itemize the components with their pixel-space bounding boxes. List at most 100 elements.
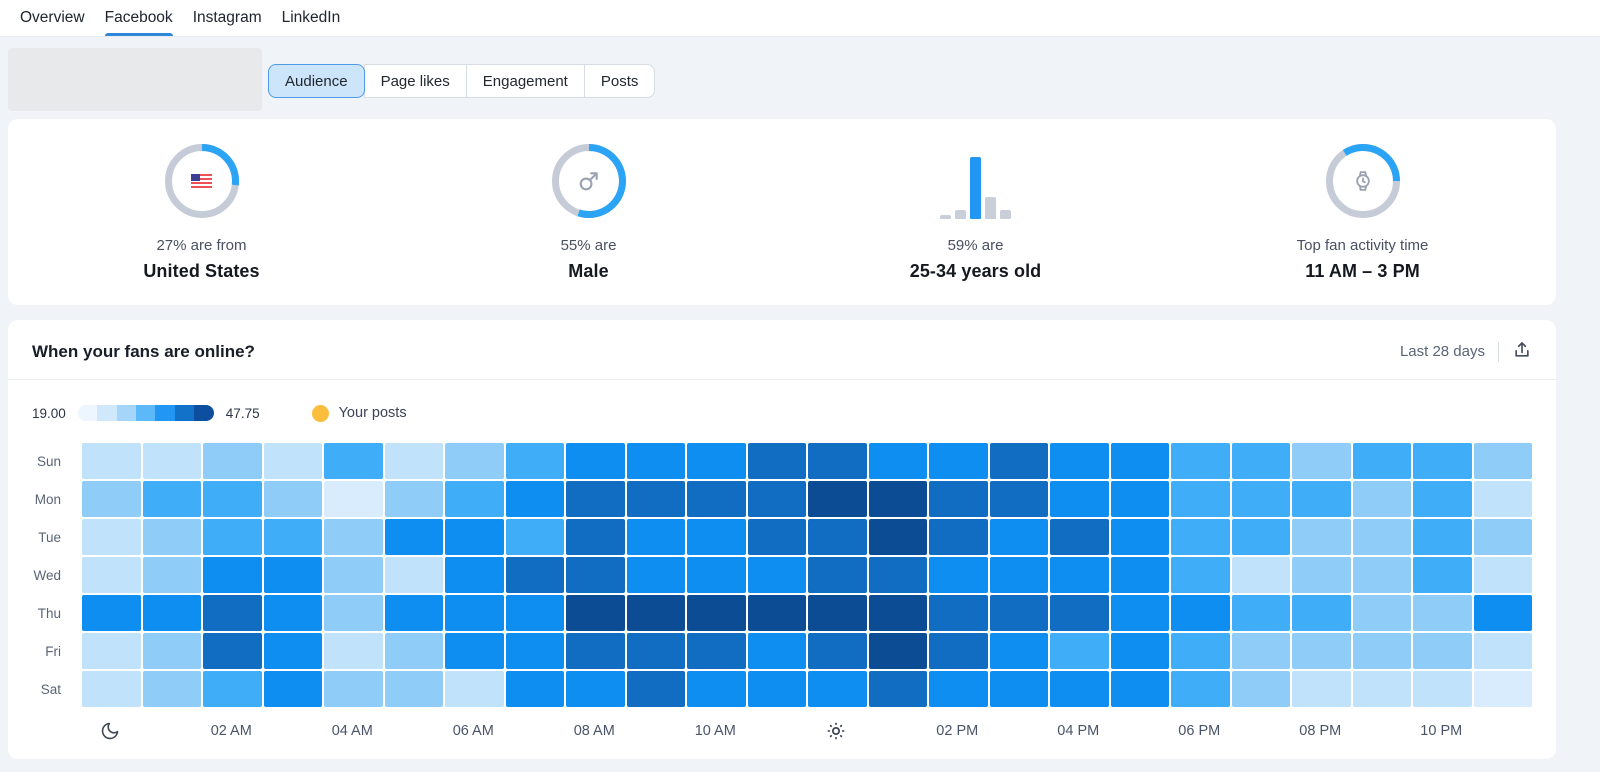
heatmap-cell-r6c23 <box>1474 671 1533 707</box>
scale-color-step <box>136 405 155 421</box>
heatmap-cell-r3c19 <box>1232 557 1291 593</box>
heatmap-cell-r0c2 <box>203 443 262 479</box>
heatmap-cell-r5c16 <box>1050 633 1109 669</box>
day-label-tue: Tue <box>32 519 80 555</box>
nav-tab-linkedin[interactable]: LinkedIn <box>282 0 341 36</box>
heatmap-cell-r6c8 <box>566 671 625 707</box>
scale-color-step <box>155 405 174 421</box>
heatmap-cell-r4c0 <box>82 595 141 631</box>
heatmap-cell-r6c20 <box>1292 671 1351 707</box>
heatmap-cell-r4c1 <box>143 595 202 631</box>
heatmap-cell-r0c14 <box>929 443 988 479</box>
subnav-tab-audience[interactable]: Audience <box>268 64 365 98</box>
heatmap-cell-r2c3 <box>264 519 323 555</box>
heatmap-cell-r6c15 <box>990 671 1049 707</box>
stat-donut-chart <box>162 141 242 221</box>
heatmap-cell-r4c2 <box>203 595 262 631</box>
redacted-profile-block <box>8 48 262 111</box>
legend-min-value: 19.00 <box>32 406 66 421</box>
legend-max-value: 47.75 <box>226 406 260 421</box>
heatmap-cell-r0c22 <box>1413 443 1472 479</box>
export-button[interactable] <box>1512 340 1532 363</box>
heatmap-cell-r4c8 <box>566 595 625 631</box>
heatmap-cell-r3c1 <box>143 557 202 593</box>
heatmap-cell-r6c2 <box>203 671 262 707</box>
heatmap-cell-r6c22 <box>1413 671 1472 707</box>
heatmap-cell-r2c11 <box>748 519 807 555</box>
heatmap-cell-r2c19 <box>1232 519 1291 555</box>
day-label-sun: Sun <box>32 443 80 479</box>
section-segmented-control: AudiencePage likesEngagementPosts <box>268 64 655 98</box>
heatmap-cell-r1c17 <box>1111 481 1170 517</box>
time-axis-strip: 02 AM04 AM06 AM08 AM10 AM02 PM04 PM06 PM… <box>80 713 1532 749</box>
heatmap-cell-r1c12 <box>808 481 867 517</box>
heatmap-cell-r3c11 <box>748 557 807 593</box>
heatmap-cell-r6c14 <box>929 671 988 707</box>
page: AudiencePage likesEngagementPosts 27% ar… <box>0 37 1600 759</box>
heatmap-cell-r6c21 <box>1353 671 1412 707</box>
subnav-tab-posts[interactable]: Posts <box>584 64 656 98</box>
time-tick-label: 10 AM <box>695 723 736 739</box>
subnav-tab-engagement[interactable]: Engagement <box>466 64 585 98</box>
day-label-fri: Fri <box>32 633 80 669</box>
stat-donut-chart <box>549 141 629 221</box>
heatmap-cell-r3c9 <box>627 557 686 593</box>
heatmap-cell-r6c11 <box>748 671 807 707</box>
heatmap-cell-r4c4 <box>324 595 383 631</box>
stat-item-2: 59% are25-34 years old <box>782 141 1169 305</box>
heatmap-cell-r0c15 <box>990 443 1049 479</box>
heatmap-cell-r1c1 <box>143 481 202 517</box>
heatmap-cell-r6c19 <box>1232 671 1291 707</box>
heatmap-cell-r1c20 <box>1292 481 1351 517</box>
heatmap-cell-r4c21 <box>1353 595 1412 631</box>
time-tick-label: 04 AM <box>332 723 373 739</box>
heatmap-cell-r3c10 <box>687 557 746 593</box>
age-bars <box>940 155 1011 219</box>
heatmap-cell-r0c16 <box>1050 443 1109 479</box>
time-tick-label: 02 PM <box>936 723 978 739</box>
heatmap-cell-r5c17 <box>1111 633 1170 669</box>
heatmap-cell-r4c16 <box>1050 595 1109 631</box>
heatmap-cell-r2c13 <box>869 519 928 555</box>
nav-tab-facebook[interactable]: Facebook <box>105 0 173 36</box>
heatmap-cell-r5c14 <box>929 633 988 669</box>
heatmap-cell-r4c18 <box>1171 595 1230 631</box>
heatmap-cell-r4c12 <box>808 595 867 631</box>
heatmap-cell-r2c2 <box>203 519 262 555</box>
age-bar <box>1000 210 1011 219</box>
heatmap-cell-r6c3 <box>264 671 323 707</box>
watch-icon <box>1323 141 1403 221</box>
nav-tab-instagram[interactable]: Instagram <box>193 0 262 36</box>
heatmap-cell-r6c13 <box>869 671 928 707</box>
heatmap-cell-r3c7 <box>506 557 565 593</box>
nav-tab-overview[interactable]: Overview <box>20 0 85 36</box>
heatmap-cell-r6c16 <box>1050 671 1109 707</box>
stat-caption: 27% are from <box>156 237 246 254</box>
heatmap-cell-r3c2 <box>203 557 262 593</box>
your-posts-label: Your posts <box>339 405 407 421</box>
heatmap-cell-r6c10 <box>687 671 746 707</box>
heatmap-cell-r1c2 <box>203 481 262 517</box>
heatmap-cell-r4c6 <box>445 595 504 631</box>
heatmap-cell-r3c21 <box>1353 557 1412 593</box>
heatmap-cell-r4c3 <box>264 595 323 631</box>
divider <box>1498 342 1499 362</box>
toolbar-row: AudiencePage likesEngagementPosts <box>8 48 1556 111</box>
heatmap-cell-r5c5 <box>385 633 444 669</box>
heatmap-cell-r0c21 <box>1353 443 1412 479</box>
stat-item-3: Top fan activity time11 AM – 3 PM <box>1169 141 1556 305</box>
heatmap-cell-r0c10 <box>687 443 746 479</box>
scale-color-step <box>175 405 194 421</box>
heatmap-cell-r4c11 <box>748 595 807 631</box>
subnav-tab-page-likes[interactable]: Page likes <box>364 64 467 98</box>
heatmap-cell-r3c20 <box>1292 557 1351 593</box>
heatmap-cell-r0c12 <box>808 443 867 479</box>
heatmap-cell-r5c9 <box>627 633 686 669</box>
heatmap-cell-r5c19 <box>1232 633 1291 669</box>
heatmap-cell-r0c0 <box>82 443 141 479</box>
heatmap-cell-r5c13 <box>869 633 928 669</box>
date-range-label: Last 28 days <box>1400 343 1485 360</box>
time-tick-label: 08 PM <box>1299 723 1341 739</box>
heatmap-cell-r1c13 <box>869 481 928 517</box>
heatmap-cell-r4c23 <box>1474 595 1533 631</box>
